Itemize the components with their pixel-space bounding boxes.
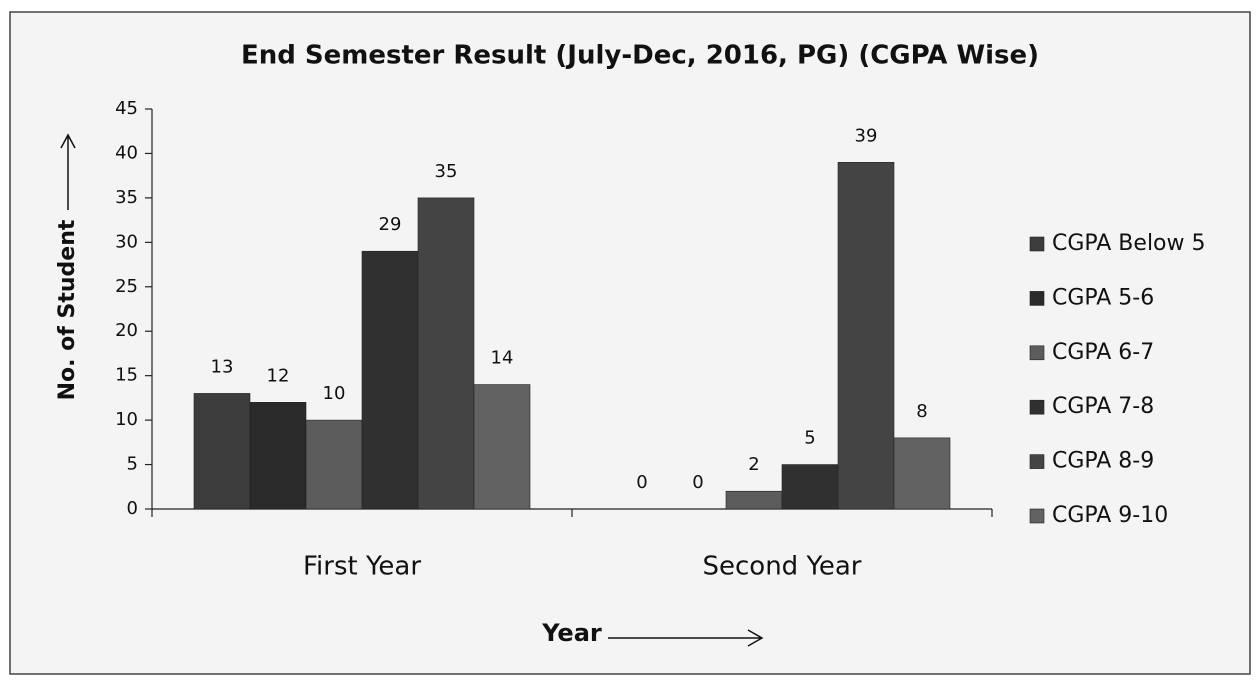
x-tick-label: Second Year bbox=[703, 552, 862, 582]
y-tick-label: 10 bbox=[115, 409, 138, 430]
data-label: 39 bbox=[855, 125, 878, 146]
y-tick-label: 40 bbox=[115, 142, 138, 163]
bar bbox=[193, 393, 251, 510]
data-label: 10 bbox=[323, 383, 346, 404]
data-label: 35 bbox=[435, 161, 458, 182]
legend-label: CGPA 8-9 bbox=[1052, 449, 1154, 474]
y-axis-label: No. of Student bbox=[55, 219, 80, 400]
bar bbox=[473, 384, 531, 510]
y-tick-label: 35 bbox=[115, 187, 138, 208]
legend-label: CGPA Below 5 bbox=[1052, 231, 1206, 256]
y-tick-label: 15 bbox=[115, 365, 138, 386]
y-tick-label: 5 bbox=[127, 454, 138, 475]
legend-label: CGPA 6-7 bbox=[1052, 340, 1154, 365]
data-label: 29 bbox=[379, 214, 402, 235]
bar bbox=[417, 197, 475, 510]
data-label: 14 bbox=[491, 348, 514, 369]
x-axis-label: Year bbox=[541, 619, 602, 647]
bar bbox=[781, 464, 839, 510]
x-axis-arrow bbox=[608, 629, 764, 647]
chart-frame bbox=[9, 11, 1251, 675]
bar bbox=[361, 250, 419, 510]
y-tick-label: 25 bbox=[115, 276, 138, 297]
data-label: 0 bbox=[636, 472, 647, 493]
legend-swatch bbox=[1029, 345, 1045, 361]
legend-swatch bbox=[1029, 508, 1045, 524]
data-label: 2 bbox=[748, 454, 759, 475]
data-label: 5 bbox=[804, 428, 815, 449]
chart-title: End Semester Result (July-Dec, 2016, PG)… bbox=[241, 41, 1039, 71]
bar bbox=[305, 419, 363, 510]
legend-swatch bbox=[1029, 291, 1045, 306]
data-label: 13 bbox=[211, 356, 234, 377]
y-tick-label: 20 bbox=[115, 320, 138, 341]
data-label: 12 bbox=[267, 365, 290, 386]
legend-label: CGPA 5-6 bbox=[1052, 285, 1154, 310]
data-label: 8 bbox=[916, 401, 927, 422]
legend-label: CGPA 9-10 bbox=[1052, 503, 1168, 528]
data-label: 0 bbox=[692, 472, 703, 493]
y-axis-arrow bbox=[60, 133, 76, 210]
x-tick-label: First Year bbox=[303, 552, 421, 582]
bar bbox=[249, 402, 307, 510]
y-tick-label: 45 bbox=[115, 98, 138, 119]
legend-label: CGPA 7-8 bbox=[1052, 394, 1154, 419]
legend-swatch bbox=[1029, 399, 1045, 415]
bar bbox=[837, 162, 895, 510]
y-tick-label: 0 bbox=[127, 498, 138, 519]
legend-swatch bbox=[1029, 454, 1045, 469]
legend-swatch bbox=[1029, 236, 1045, 252]
bar bbox=[893, 437, 951, 510]
bar bbox=[725, 490, 783, 510]
y-tick-label: 30 bbox=[115, 231, 138, 252]
